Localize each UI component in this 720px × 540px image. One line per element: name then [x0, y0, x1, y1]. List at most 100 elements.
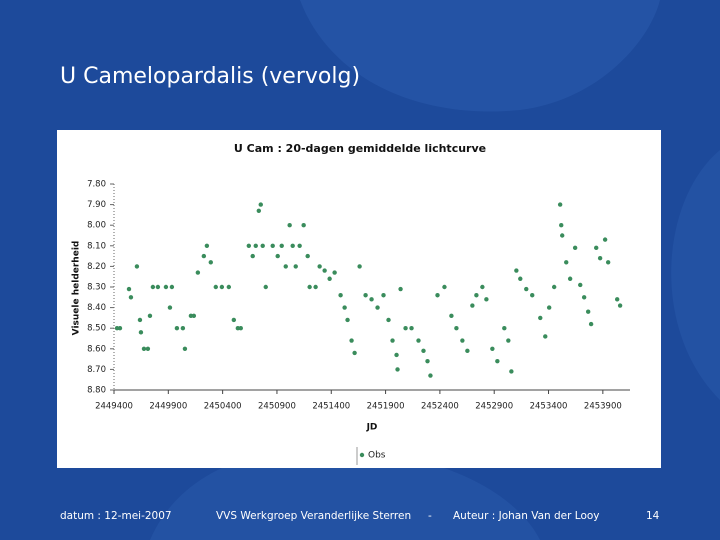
data-point — [398, 286, 403, 292]
data-point — [559, 223, 564, 228]
data-point — [297, 243, 302, 248]
x-tick-label: 2449900 — [149, 402, 187, 412]
footer-page: 14 — [646, 510, 660, 522]
data-point — [137, 317, 143, 323]
data-point — [322, 268, 327, 273]
data-point — [345, 317, 350, 323]
footer-author: Auteur : Johan Van der Looy — [453, 510, 600, 522]
data-point — [551, 284, 557, 290]
data-point — [421, 348, 426, 354]
data-point — [195, 270, 201, 275]
data-point — [182, 346, 188, 351]
data-point — [416, 338, 421, 343]
data-point — [564, 260, 569, 265]
data-point — [617, 303, 623, 308]
data-point — [442, 284, 447, 290]
data-point — [386, 317, 391, 323]
data-point — [530, 293, 535, 298]
data-point — [226, 284, 232, 290]
data-point — [543, 334, 548, 339]
data-point — [409, 326, 414, 331]
x-tick-label: 2450900 — [258, 402, 296, 412]
x-tick-label: 2450400 — [204, 402, 242, 412]
x-tick-label: 2451400 — [312, 402, 350, 412]
legend-label: Obs — [368, 451, 386, 461]
data-point — [150, 284, 156, 290]
data-point — [495, 358, 500, 364]
data-point — [572, 245, 578, 251]
data-point — [474, 293, 479, 298]
y-tick-label: 8.70 — [87, 365, 106, 375]
data-point — [484, 297, 489, 302]
data-point — [395, 367, 400, 372]
chart: 7.80 7.90 8.00 8.10 8.20 8.30 8.40 8.50 8.60 8.70… — [87, 180, 630, 461]
data-point — [141, 346, 147, 351]
data-point — [342, 305, 347, 310]
data-point — [260, 243, 265, 248]
footer-date: datum : 12-mei-2007 — [60, 510, 172, 522]
data-point — [490, 346, 495, 351]
data-point — [191, 313, 197, 319]
data-point — [301, 223, 306, 228]
footer-separator: - — [428, 510, 432, 522]
data-point — [357, 264, 362, 269]
y-tick-label: 8.50 — [87, 324, 106, 334]
data-point — [128, 295, 134, 300]
data-point — [145, 346, 151, 351]
y-axis-label: Visuele helderheid — [72, 241, 82, 336]
y-tick-label: 8.30 — [87, 283, 106, 293]
data-point — [263, 284, 268, 290]
data-point — [460, 338, 465, 343]
data-point — [313, 284, 318, 290]
data-point — [480, 284, 485, 290]
data-point — [317, 264, 322, 269]
data-point — [369, 297, 374, 302]
data-point — [283, 264, 288, 269]
data-point — [352, 350, 357, 356]
data-point — [134, 264, 140, 269]
slide-title: U Camelopardalis (vervolg) — [60, 64, 360, 89]
data-point — [238, 326, 243, 331]
data-point — [258, 202, 263, 207]
data-point — [560, 233, 565, 238]
data-point — [585, 309, 591, 314]
data-point — [614, 297, 620, 302]
x-tick-label: 2453400 — [530, 402, 568, 412]
data-point — [594, 245, 599, 251]
legend-marker — [359, 452, 365, 458]
data-point — [506, 338, 511, 343]
x-tick-label: 2451900 — [367, 402, 405, 412]
data-point — [307, 284, 312, 290]
chart-panel — [57, 130, 661, 468]
data-point — [428, 373, 433, 378]
y-tick-label: 8.80 — [87, 386, 106, 396]
data-point — [449, 313, 454, 319]
data-point — [524, 286, 529, 292]
footer-organisation: VVS Werkgroep Veranderlijke Sterren — [216, 510, 411, 522]
x-tick-label: 2452900 — [475, 402, 513, 412]
data-point — [332, 270, 337, 275]
x-axis-label: JD — [366, 423, 378, 433]
y-tick-label: 8.60 — [87, 344, 106, 354]
data-point — [363, 293, 368, 298]
data-point — [509, 369, 514, 374]
data-point — [518, 276, 523, 281]
data-point — [403, 326, 408, 331]
data-point — [279, 243, 284, 248]
data-point — [567, 276, 573, 281]
data-point — [231, 317, 237, 323]
data-point — [338, 293, 343, 298]
data-point — [169, 284, 175, 290]
data-point — [204, 243, 210, 248]
data-point — [163, 284, 169, 290]
x-tick-label: 2453900 — [584, 402, 622, 412]
data-point — [435, 293, 440, 298]
y-tick-label: 8.20 — [87, 262, 106, 272]
data-point — [425, 358, 430, 364]
data-point — [138, 330, 144, 335]
data-point — [465, 348, 470, 354]
data-point — [250, 253, 255, 259]
data-point — [538, 315, 543, 321]
data-point — [546, 305, 552, 310]
